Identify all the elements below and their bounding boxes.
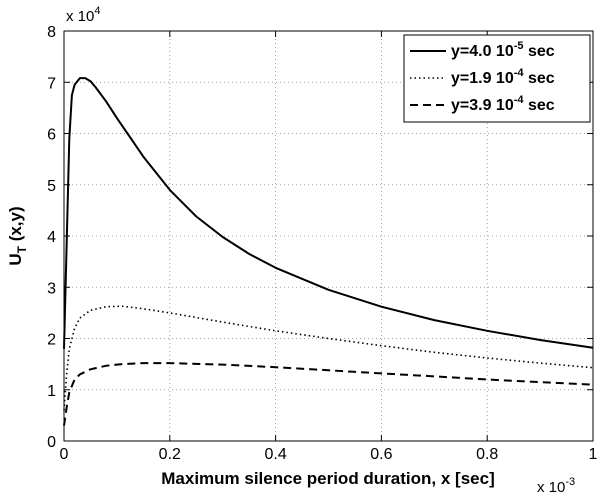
ticks: 0 0.2 0.4 0.6 0.8 1 0 1 2 3 4 5 6 7 8	[47, 24, 597, 463]
y-tick-label: 6	[47, 127, 56, 144]
x-tick-label: 1	[589, 446, 598, 463]
y-axis-label-main: U	[6, 253, 25, 265]
legend: y=4.0 10-5 sec y=1.9 10-4 sec y=3.9 10-4…	[403, 34, 591, 123]
legend-entry-2: y=1.9 10-4 sec	[451, 67, 555, 87]
x-tick-label: 0.6	[370, 446, 392, 463]
y-tick-label: 0	[47, 434, 56, 451]
x-multiplier: x 10-3	[537, 476, 575, 496]
y-tick-label: 3	[47, 280, 56, 297]
y-axis-label: UT (x,y)	[6, 206, 29, 265]
legend-entry-1: y=4.0 10-5 sec	[451, 40, 555, 60]
x-tick-label: 0.4	[264, 446, 286, 463]
x-tick-label: 0.2	[159, 446, 181, 463]
series-line-dashed	[63, 362, 594, 426]
x-multiplier-base: x 10	[537, 479, 565, 496]
y-multiplier-base: x 10	[66, 8, 94, 25]
x-tick-label: 0.8	[476, 446, 498, 463]
legend-entry-3: y=3.9 10-4 sec	[451, 94, 555, 114]
series-line-dotted	[63, 305, 594, 411]
y-tick-label: 5	[47, 178, 56, 195]
y-tick-label: 4	[47, 229, 56, 246]
y-tick-label: 2	[47, 332, 56, 349]
y-axis-label-rest: (x,y)	[6, 206, 25, 246]
legend-box	[403, 34, 591, 123]
x-multiplier-exp: -3	[565, 476, 575, 488]
x-axis-label: Maximum silence period duration, x [sec]	[161, 469, 494, 488]
y-axis-label-sub: T	[15, 245, 29, 253]
y-multiplier-exp: 4	[94, 5, 100, 17]
x-tick-label: 0	[60, 446, 69, 463]
series-line-solid	[63, 77, 594, 349]
y-tick-label: 8	[47, 24, 56, 41]
y-tick-label: 1	[47, 383, 56, 400]
y-tick-label: 7	[47, 75, 56, 92]
series-layer	[63, 77, 594, 426]
y-multiplier: x 104	[66, 5, 100, 25]
